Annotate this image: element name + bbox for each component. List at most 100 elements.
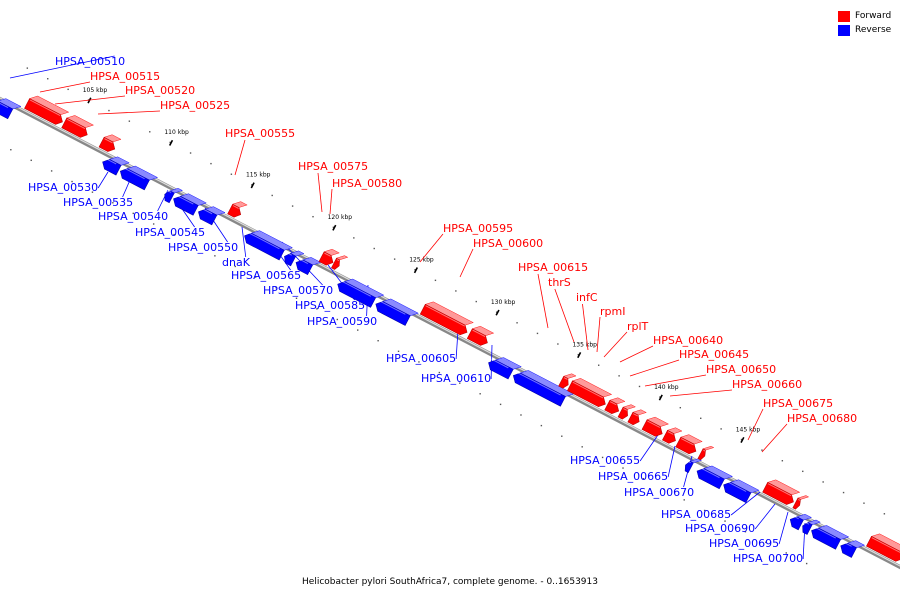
- gene-feature: [811, 525, 850, 550]
- gene-highlight: [340, 280, 372, 297]
- gene-body: [24, 98, 63, 125]
- gene-highlight: [472, 329, 486, 338]
- gene-feature: [684, 458, 702, 474]
- gene-feature: [244, 230, 293, 261]
- minor-tick-dot: [601, 456, 604, 459]
- label-leader-line: [669, 389, 733, 397]
- gene-highlight: [843, 541, 852, 547]
- minor-tick-dot: [475, 300, 477, 303]
- gene-feature: [98, 134, 122, 152]
- minor-tick-dot: [254, 276, 257, 278]
- gene-highlight: [726, 480, 747, 492]
- gene-highlight: [667, 431, 674, 435]
- label-leader-line: [234, 139, 246, 176]
- gene-body: [723, 481, 752, 503]
- gene-feature: [792, 495, 810, 510]
- gene-label: rpmI: [600, 305, 625, 318]
- label-leader-line: [629, 359, 680, 377]
- gene-feature: [318, 249, 340, 266]
- gene-body: [675, 436, 697, 455]
- gene-label: HPSA_00665: [598, 470, 668, 483]
- minor-tick-dot: [316, 308, 318, 310]
- minor-tick-dot: [393, 258, 396, 260]
- minor-tick-dot: [214, 255, 216, 257]
- minor-tick-dot: [520, 414, 522, 416]
- minor-tick-dot: [805, 562, 808, 565]
- gene-label: HPSA_00655: [570, 454, 640, 467]
- gene-feature: [284, 250, 305, 267]
- gene-label: HPSA_00645: [679, 348, 749, 361]
- gene-highlight: [425, 305, 465, 327]
- minor-tick-dot: [373, 247, 375, 250]
- gene-feature: [198, 206, 226, 226]
- gene-highlight: [201, 207, 213, 215]
- gene-label: HPSA_00550: [168, 241, 238, 254]
- major-tick: [332, 224, 337, 231]
- gene-label: HPSA_00515: [90, 70, 160, 83]
- gene-body: [337, 281, 377, 308]
- minor-tick-dot: [271, 194, 273, 197]
- minor-tick-dot: [47, 78, 49, 80]
- gene-label: HPSA_00685: [661, 508, 731, 521]
- minor-tick-dot: [499, 403, 502, 406]
- minor-tick-dot: [357, 329, 359, 331]
- gene-highlight: [167, 190, 172, 193]
- gene-body: [627, 411, 640, 426]
- gene-feature: [789, 514, 812, 531]
- minor-tick-dot: [332, 226, 335, 228]
- minor-ticks: [10, 67, 886, 565]
- gene-highlight: [805, 521, 810, 525]
- gene-highlight: [688, 461, 691, 464]
- label-leader-line: [39, 81, 91, 93]
- major-tick: [495, 309, 500, 316]
- minor-tick-dot: [785, 552, 787, 554]
- gene-feature: [675, 434, 703, 455]
- minor-tick-dot: [418, 361, 420, 363]
- minor-tick-dot: [561, 435, 563, 437]
- label-leader-line: [778, 511, 789, 545]
- tick-label: 105 kbp: [83, 87, 108, 94]
- gene-body: [318, 251, 334, 266]
- gene-highlight: [491, 358, 509, 369]
- minor-tick-dot: [536, 332, 539, 335]
- gene-feature: [102, 156, 130, 176]
- gene-highlight: [680, 438, 694, 446]
- minor-tick-dot: [149, 131, 151, 133]
- minor-tick-dot: [822, 481, 824, 483]
- gene-body: [488, 359, 514, 380]
- minor-tick-dot: [842, 491, 845, 494]
- minor-tick-dot: [291, 205, 294, 207]
- minor-tick-dot: [765, 541, 767, 544]
- gene-feature: [567, 378, 613, 408]
- gene-body: [684, 460, 694, 474]
- minor-tick-dot: [275, 286, 277, 289]
- label-leader-line: [639, 431, 661, 462]
- gene-highlight: [572, 381, 604, 399]
- reverse-swatch: [838, 24, 850, 36]
- label-leader-line: [603, 331, 628, 358]
- gene-feature: [0, 98, 22, 120]
- gene-body: [617, 406, 628, 420]
- minor-tick-dot: [557, 343, 559, 345]
- gene-body: [641, 419, 663, 437]
- gene-highlight: [633, 413, 638, 417]
- minor-tick-dot: [863, 502, 865, 504]
- gene-body: [512, 372, 566, 407]
- gene-body: [198, 208, 218, 226]
- minor-tick-dot: [312, 215, 314, 218]
- gene-highlight: [516, 371, 561, 396]
- major-tick: [740, 436, 745, 444]
- label-leader-line: [9, 55, 115, 79]
- gene-body: [331, 257, 340, 270]
- tick-label: 120 kbp: [328, 214, 353, 221]
- gene-highlight: [0, 99, 9, 109]
- label-leader-line: [747, 408, 764, 441]
- gene-body: [98, 136, 116, 152]
- gene-feature: [295, 257, 322, 276]
- minor-tick-dot: [883, 513, 886, 515]
- gene-body: [696, 468, 725, 490]
- gene-feature: [723, 479, 760, 503]
- gene-label: HPSA_00690: [685, 522, 755, 535]
